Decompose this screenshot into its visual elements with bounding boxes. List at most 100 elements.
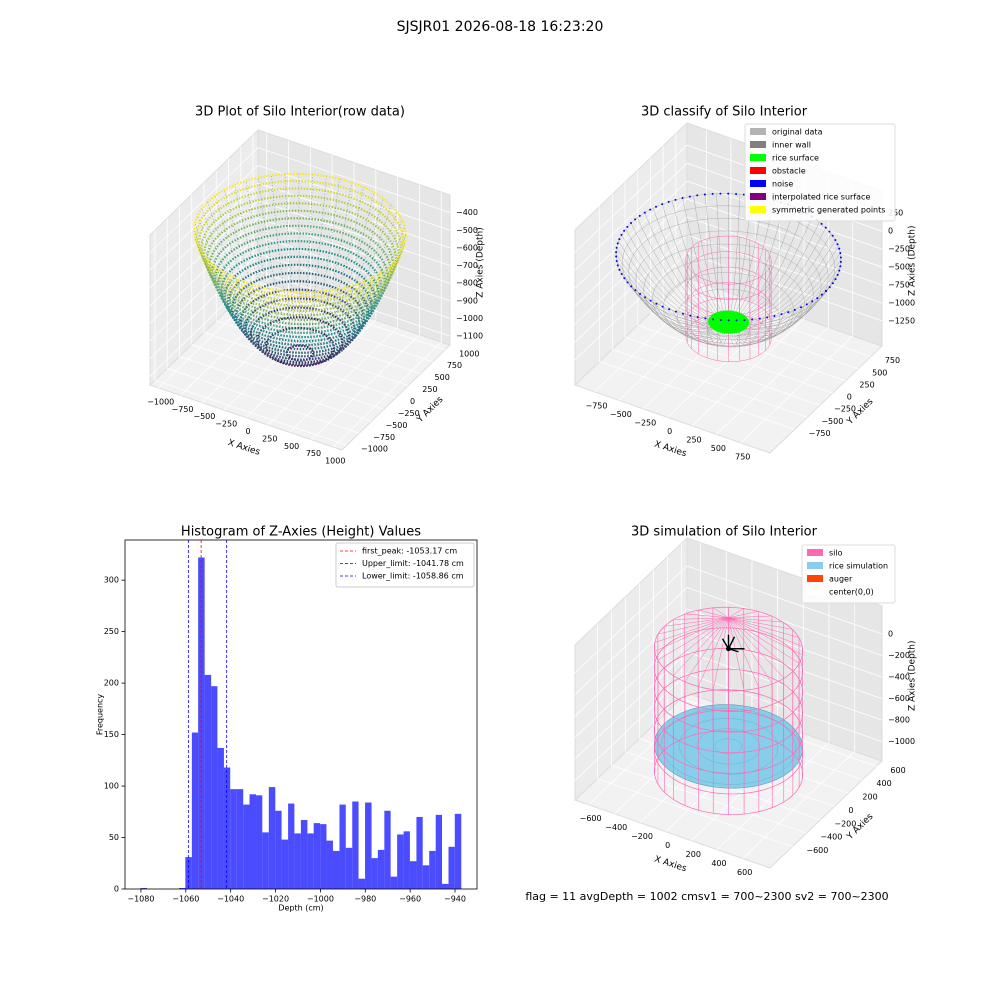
noise-point: [832, 282, 834, 284]
noise-point: [655, 206, 657, 208]
histogram-bar: [455, 814, 462, 889]
x-tick-label: −1000: [147, 397, 174, 406]
z-tick-label: 0: [888, 227, 893, 236]
x-tick-label: −750: [172, 405, 194, 414]
y-tick-label: 400: [876, 779, 891, 788]
noise-point: [719, 193, 721, 195]
x-tick-label: −400: [605, 823, 627, 832]
histogram-bar: [404, 831, 410, 889]
noise-point: [674, 199, 676, 201]
z-tick-label: −1000: [888, 298, 915, 307]
x-tick-label: −960: [399, 895, 421, 904]
panel-title: 3D simulation of Silo Interior: [631, 525, 818, 540]
noise-point: [634, 289, 636, 291]
histogram-bar: [269, 787, 276, 889]
noise-point: [825, 290, 827, 292]
noise-point: [728, 319, 730, 321]
center-point: [726, 646, 731, 651]
noise-point: [697, 316, 699, 318]
histogram-bar: [378, 850, 385, 889]
noise-point: [661, 203, 663, 205]
histogram-bar: [416, 817, 422, 889]
x-tick-label: −1020: [262, 895, 289, 904]
legend-swatch: [807, 549, 823, 556]
noise-point: [627, 281, 629, 283]
noise-point: [620, 234, 622, 236]
y-tick-label: −500: [821, 417, 843, 426]
noise-point: [682, 197, 684, 199]
y-tick-label: 250: [859, 380, 874, 389]
y-tick-label: 0: [848, 806, 853, 815]
histogram-bar: [449, 847, 455, 889]
legend-label: noise: [772, 180, 793, 189]
x-tick-label: −1080: [127, 895, 154, 904]
x-tick-label: −500: [610, 410, 632, 419]
status-line: flag = 11 avgDepth = 1002 cmsv1 = 700~23…: [525, 890, 888, 903]
histogram-bar: [217, 748, 224, 889]
noise-point: [644, 296, 646, 298]
noise-point: [617, 264, 619, 266]
histogram-bar: [307, 833, 313, 889]
y-tick-label: −1000: [361, 445, 388, 454]
x-tick-label: −1000: [307, 895, 334, 904]
noise-point: [639, 293, 641, 295]
z-tick-label: −1000: [456, 314, 483, 323]
y-tick-label: 200: [104, 679, 119, 688]
histogram-bar: [391, 877, 398, 889]
x-tick-label: 1000: [325, 457, 345, 466]
histogram-bar: [230, 789, 237, 889]
y-tick-label: 200: [862, 793, 877, 802]
histogram-bar: [288, 804, 294, 889]
x-tick-label: 250: [686, 435, 701, 444]
x-tick-label: 500: [711, 444, 726, 453]
histogram-bar: [294, 833, 301, 889]
y-tick-label: 250: [422, 385, 437, 394]
noise-point: [618, 238, 620, 240]
z-tick-label: −400: [456, 208, 478, 217]
histogram-bar: [282, 840, 289, 889]
x-axis-label: Depth (cm): [278, 904, 323, 913]
z-tick-label: −1250: [888, 316, 915, 325]
noise-point: [720, 319, 722, 321]
noise-point: [634, 218, 636, 220]
legend-label: interpolated rice surface: [772, 193, 870, 202]
histogram-bar: [442, 884, 449, 889]
histogram-bar: [314, 823, 321, 889]
noise-point: [712, 318, 714, 320]
noise-point: [766, 316, 768, 318]
legend-label: first_peak: -1053.17 cm: [362, 547, 457, 556]
legend-swatch: [750, 193, 766, 200]
noise-point: [696, 194, 698, 196]
noise-point: [621, 273, 623, 275]
noise-point: [736, 319, 738, 321]
x-tick-label: 0: [245, 427, 250, 436]
x-tick-label: −1040: [217, 895, 244, 904]
z-axis-label: Z Axies (Depth): [908, 640, 918, 711]
noise-point: [704, 193, 706, 195]
histogram-bar: [275, 811, 281, 889]
x-tick-label: −750: [586, 401, 608, 410]
legend-swatch: [750, 128, 766, 135]
legend-swatch: [750, 167, 766, 174]
legend-swatch: [750, 206, 766, 213]
noise-point: [787, 311, 789, 313]
y-tick-label: 500: [872, 368, 887, 377]
noise-point: [668, 201, 670, 203]
noise-point: [759, 318, 761, 320]
x-tick-label: 750: [306, 449, 321, 458]
panel-title: Histogram of Z-Axies (Height) Values: [181, 525, 421, 540]
noise-point: [834, 239, 836, 241]
legend-label: Upper_limit: -1041.78 cm: [362, 559, 464, 568]
figure-title: SJSJR01 2026-08-18 16:23:20: [397, 19, 604, 35]
histogram-bar: [365, 803, 372, 889]
noise-point: [781, 313, 783, 315]
x-tick-label: −1060: [172, 895, 199, 904]
legend-label: inner wall: [772, 141, 811, 150]
histogram-bar: [224, 768, 230, 889]
x-tick-label: 400: [711, 859, 726, 868]
noise-point: [832, 235, 834, 237]
noise-point: [712, 193, 714, 195]
histogram-bar: [346, 848, 353, 889]
noise-point: [639, 215, 641, 217]
